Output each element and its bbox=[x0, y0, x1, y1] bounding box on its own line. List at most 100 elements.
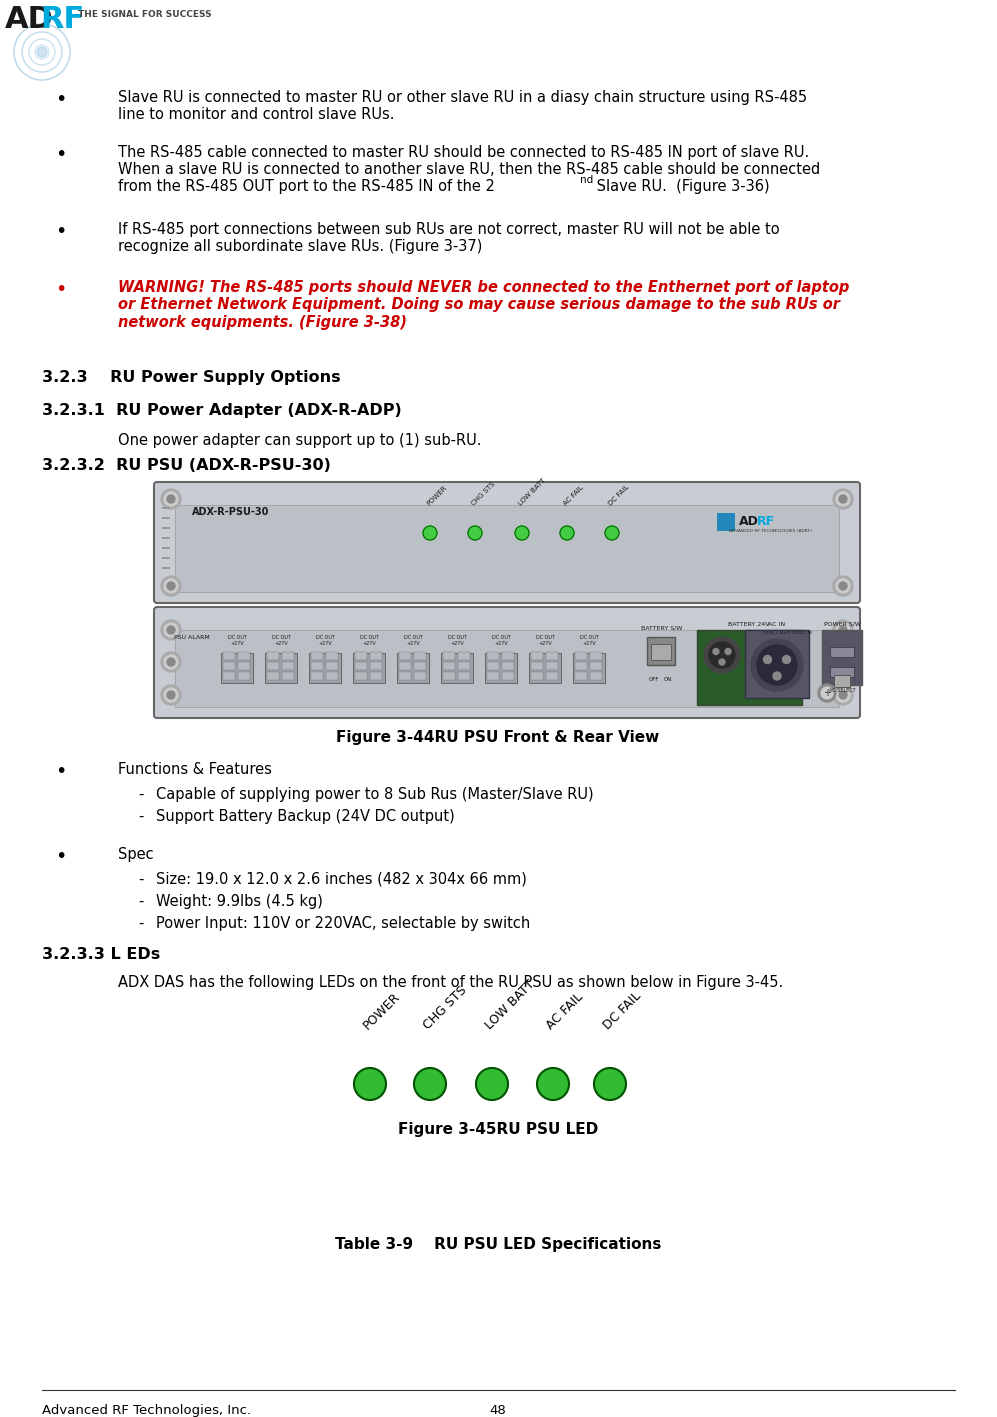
Bar bbox=[223, 652, 235, 660]
Bar bbox=[326, 672, 338, 680]
Bar bbox=[326, 662, 338, 670]
Text: 3.2.3.2  RU PSU (ADX-R-PSU-30): 3.2.3.2 RU PSU (ADX-R-PSU-30) bbox=[42, 458, 331, 473]
Text: •: • bbox=[55, 222, 67, 241]
Circle shape bbox=[468, 526, 482, 540]
Circle shape bbox=[780, 649, 786, 655]
Bar bbox=[590, 662, 602, 670]
Text: -: - bbox=[138, 894, 144, 908]
Text: LOW BATT: LOW BATT bbox=[483, 978, 537, 1032]
Bar bbox=[267, 672, 279, 680]
Bar bbox=[573, 653, 605, 683]
Bar bbox=[546, 652, 558, 660]
Circle shape bbox=[774, 659, 780, 665]
Circle shape bbox=[167, 657, 175, 666]
Circle shape bbox=[719, 659, 725, 665]
Circle shape bbox=[764, 656, 772, 663]
Circle shape bbox=[836, 689, 850, 701]
Text: When a slave RU is connected to another slave RU, then the RS-485 cable should b: When a slave RU is connected to another … bbox=[118, 162, 821, 177]
Text: from the RS-485 OUT port to the RS-485 IN of the 2: from the RS-485 OUT port to the RS-485 I… bbox=[118, 179, 495, 194]
Text: DC OUT
+27V: DC OUT +27V bbox=[316, 635, 334, 646]
Bar bbox=[399, 652, 411, 660]
Text: POWER: POWER bbox=[426, 485, 448, 507]
Text: POWER S/W: POWER S/W bbox=[824, 622, 860, 626]
Text: CHG STS: CHG STS bbox=[421, 983, 470, 1032]
Bar bbox=[458, 652, 470, 660]
Circle shape bbox=[167, 691, 175, 699]
Bar bbox=[458, 662, 470, 670]
Circle shape bbox=[537, 1068, 569, 1100]
Circle shape bbox=[751, 639, 803, 691]
Text: -: - bbox=[138, 809, 144, 825]
Circle shape bbox=[161, 652, 181, 672]
Bar bbox=[487, 662, 499, 670]
Text: Spec: Spec bbox=[118, 847, 154, 862]
Circle shape bbox=[161, 684, 181, 706]
Bar bbox=[441, 653, 473, 683]
Bar bbox=[175, 631, 839, 707]
Text: Figure 3-44RU PSU Front & Rear View: Figure 3-44RU PSU Front & Rear View bbox=[336, 730, 660, 745]
Circle shape bbox=[164, 689, 178, 701]
Circle shape bbox=[839, 626, 847, 633]
Text: •: • bbox=[55, 762, 67, 781]
Text: •: • bbox=[55, 145, 67, 164]
Circle shape bbox=[833, 621, 853, 640]
Text: AC FAIL: AC FAIL bbox=[562, 485, 585, 507]
Circle shape bbox=[833, 575, 853, 597]
Bar bbox=[162, 527, 170, 529]
Bar bbox=[458, 672, 470, 680]
Circle shape bbox=[833, 489, 853, 509]
Bar bbox=[531, 652, 543, 660]
Text: Functions & Features: Functions & Features bbox=[118, 762, 272, 777]
Text: DC OUT
+27V: DC OUT +27V bbox=[227, 635, 246, 646]
Bar bbox=[370, 652, 382, 660]
Bar bbox=[531, 672, 543, 680]
Text: OFF: OFF bbox=[649, 677, 659, 682]
Text: Support Battery Backup (24V DC output): Support Battery Backup (24V DC output) bbox=[156, 809, 455, 825]
Bar bbox=[487, 652, 499, 660]
Bar bbox=[399, 662, 411, 670]
Circle shape bbox=[821, 687, 833, 699]
Circle shape bbox=[704, 638, 740, 673]
Bar bbox=[282, 662, 294, 670]
Circle shape bbox=[164, 623, 178, 638]
Bar bbox=[162, 507, 170, 509]
Bar bbox=[575, 672, 587, 680]
Bar bbox=[834, 674, 850, 687]
Bar bbox=[575, 662, 587, 670]
Bar bbox=[502, 662, 514, 670]
Text: •: • bbox=[55, 91, 67, 109]
Text: ON: ON bbox=[664, 677, 672, 682]
Bar bbox=[590, 672, 602, 680]
Circle shape bbox=[833, 652, 853, 672]
Text: CHG STS: CHG STS bbox=[471, 482, 497, 507]
Circle shape bbox=[515, 526, 529, 540]
Bar bbox=[443, 672, 455, 680]
Circle shape bbox=[161, 621, 181, 640]
Text: +: + bbox=[823, 689, 831, 699]
Text: nd: nd bbox=[580, 176, 593, 186]
Text: LOW BATT: LOW BATT bbox=[517, 478, 547, 507]
Circle shape bbox=[161, 489, 181, 509]
Bar bbox=[443, 662, 455, 670]
Circle shape bbox=[764, 642, 790, 667]
Text: AD: AD bbox=[739, 514, 759, 529]
Bar bbox=[175, 504, 839, 592]
Text: Power Input: 110V or 220VAC, selectable by switch: Power Input: 110V or 220VAC, selectable … bbox=[156, 915, 530, 931]
Circle shape bbox=[423, 526, 437, 540]
Bar bbox=[830, 667, 854, 677]
Circle shape bbox=[839, 691, 847, 699]
Text: Slave RU is connected to master RU or other slave RU in a diasy chain structure : Slave RU is connected to master RU or ot… bbox=[118, 91, 808, 122]
Text: RF: RF bbox=[757, 514, 775, 529]
Bar bbox=[223, 662, 235, 670]
Bar bbox=[647, 638, 675, 665]
Bar bbox=[370, 672, 382, 680]
Text: AC SELECT: AC SELECT bbox=[829, 689, 855, 693]
Circle shape bbox=[836, 580, 850, 592]
Bar bbox=[326, 652, 338, 660]
Text: (110V_L-N+G, 220V-L-N): (110V_L-N+G, 220V-L-N) bbox=[762, 631, 813, 633]
Circle shape bbox=[414, 1068, 446, 1100]
Text: DC FAIL: DC FAIL bbox=[601, 989, 644, 1032]
Circle shape bbox=[164, 655, 178, 669]
Bar bbox=[355, 662, 367, 670]
Bar bbox=[311, 652, 323, 660]
